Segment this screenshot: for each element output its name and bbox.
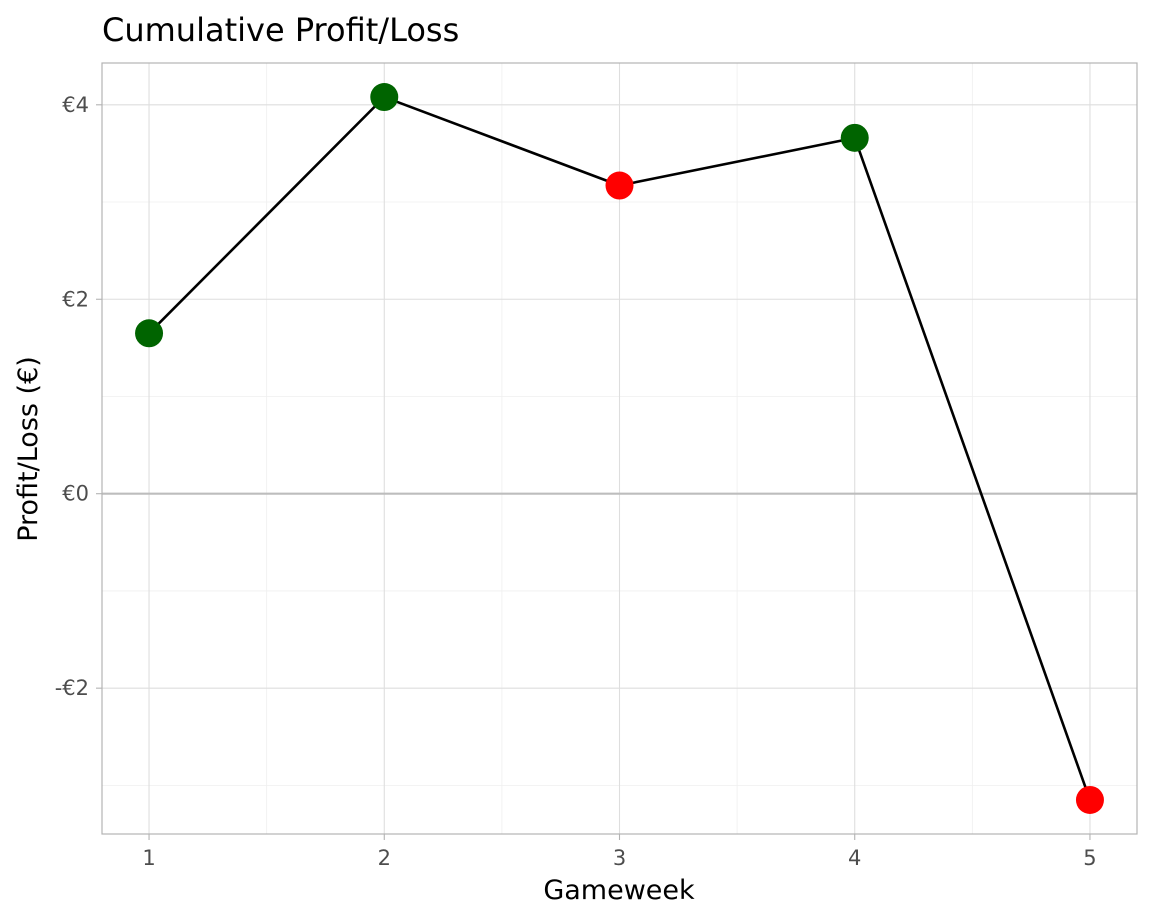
x-tick-label: 4 bbox=[848, 846, 861, 870]
x-axis-title: Gameweek bbox=[543, 875, 695, 906]
x-tick-label: 1 bbox=[142, 846, 155, 870]
chart-title: Cumulative Profit/Loss bbox=[102, 11, 459, 49]
y-tick-label: €2 bbox=[62, 287, 89, 311]
x-tick-label: 3 bbox=[613, 846, 626, 870]
data-point bbox=[605, 171, 634, 200]
x-tick-label: 2 bbox=[378, 846, 391, 870]
data-point bbox=[135, 319, 164, 348]
y-tick-label: €0 bbox=[62, 482, 89, 506]
data-points bbox=[135, 83, 1104, 814]
data-point bbox=[840, 123, 869, 152]
x-tick-label: 5 bbox=[1083, 846, 1096, 870]
y-axis-title: Profit/Loss (€) bbox=[13, 356, 44, 542]
x-axis-ticks: 1 2 3 4 5 bbox=[142, 834, 1097, 870]
data-point bbox=[1075, 785, 1104, 814]
y-axis-ticks: -€2 €0 €2 €4 bbox=[55, 93, 102, 700]
y-tick-label: -€2 bbox=[55, 676, 89, 700]
data-point bbox=[370, 83, 399, 112]
y-tick-label: €4 bbox=[62, 93, 89, 117]
